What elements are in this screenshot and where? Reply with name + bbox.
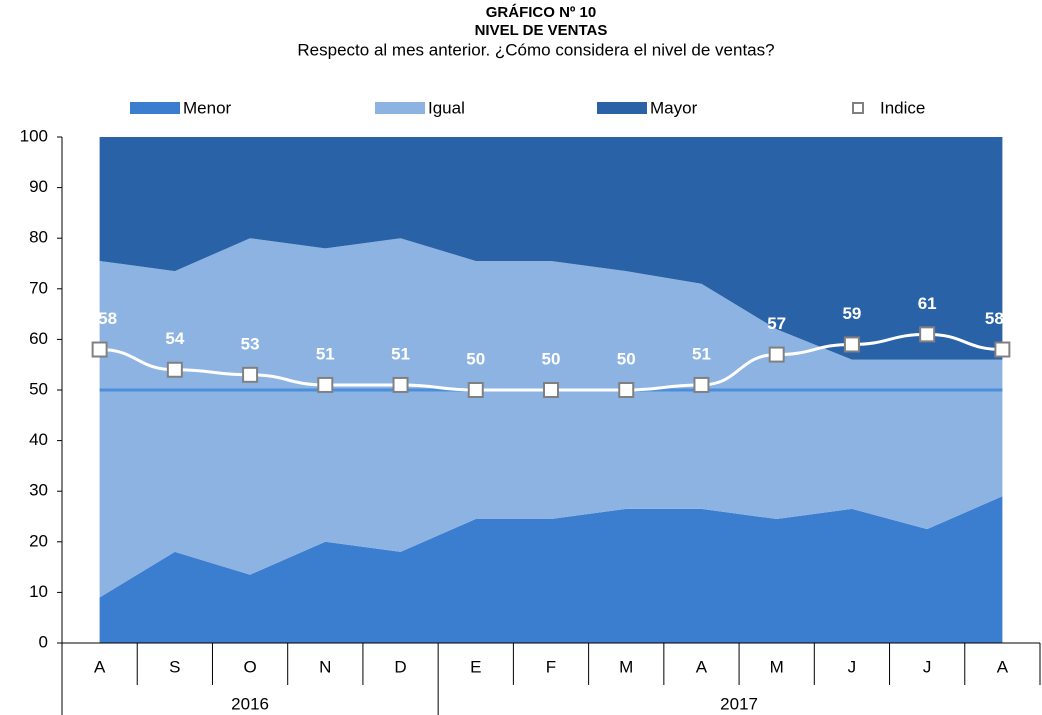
legend-swatch [597,102,647,114]
y-tick-label: 20 [29,531,48,550]
legend-label: Igual [428,98,465,117]
data-label: 51 [316,344,335,363]
legend-label: Menor [183,98,232,117]
x-tick-label: O [243,657,256,676]
group-label: 2017 [720,694,758,713]
data-label: 51 [391,344,410,363]
data-label: 54 [165,329,184,348]
x-tick-label: E [470,657,481,676]
y-tick-label: 30 [29,481,48,500]
x-tick-label: S [169,657,180,676]
index-marker [91,341,108,358]
index-marker [768,346,785,363]
y-tick-label: 80 [29,228,48,247]
area [99,238,1003,598]
y-tick-label: 70 [29,278,48,297]
index-marker [242,366,259,383]
x-tick-label: M [619,657,633,676]
x-tick-label: A [997,657,1009,676]
x-tick-label: J [923,657,932,676]
group-label: 2016 [231,694,269,713]
x-tick-label: J [848,657,857,676]
index-marker [693,376,710,393]
y-tick-label: 0 [39,632,48,651]
index-marker [467,382,484,398]
data-label: 51 [692,344,711,363]
chart-title: GRÁFICO Nº 10 [486,4,597,21]
area [99,496,1003,643]
data-label: 59 [842,304,861,323]
y-tick-label: 50 [29,379,48,398]
data-label: 57 [767,314,786,333]
legend-swatch [375,102,425,114]
index-marker [392,376,409,393]
data-label: 61 [918,294,937,313]
y-tick-label: 40 [29,430,48,449]
data-label: 58 [98,309,117,328]
chart-title: NIVEL DE VENTAS [475,22,608,39]
x-tick-label: N [319,657,331,676]
x-tick-label: F [546,657,556,676]
x-tick-label: A [696,657,708,676]
y-tick-label: 60 [29,329,48,348]
x-tick-label: A [94,657,106,676]
x-tick-label: D [394,657,406,676]
data-label: 50 [617,349,636,368]
area [99,137,1003,360]
data-label: 53 [241,334,260,353]
data-label: 50 [466,349,485,368]
legend-swatch [130,102,180,114]
index-marker [166,361,183,378]
y-tick-label: 90 [29,177,48,196]
data-label: 58 [985,309,1004,328]
y-tick-label: 10 [29,582,48,601]
index-marker [618,382,635,398]
index-marker [994,341,1011,358]
index-marker [317,376,334,393]
chart-subtitle: Respecto al mes anterior. ¿Cómo consider… [297,40,774,59]
legend-marker [852,102,864,114]
index-marker [543,382,559,398]
y-tick-label: 100 [20,126,48,145]
index-marker [843,336,860,353]
legend-label: Mayor [650,98,698,117]
legend-label: Indice [880,98,925,117]
x-tick-label: M [770,657,784,676]
data-label: 50 [542,349,561,368]
index-marker [919,326,936,343]
